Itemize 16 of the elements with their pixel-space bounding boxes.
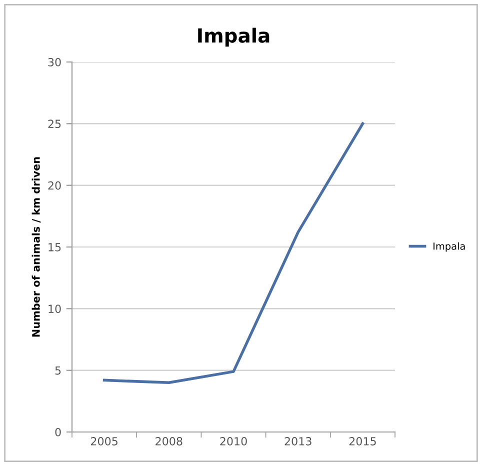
x-tick-label: 2013 <box>284 437 312 446</box>
y-axis-title: Number of animals / km driven <box>32 157 41 337</box>
chart-title: Impala <box>198 28 270 47</box>
y-tick-label: 25 <box>48 120 61 128</box>
y-tick-label: 15 <box>48 243 61 252</box>
x-tick-label: 2005 <box>90 437 118 446</box>
legend-label: Impala <box>434 242 465 252</box>
x-tick-label: 2008 <box>156 437 182 446</box>
y-tick-label: 0 <box>55 428 61 436</box>
x-tick-label: 2015 <box>349 437 376 446</box>
y-tick-label: 20 <box>48 181 61 190</box>
y-tick-label: 30 <box>48 58 61 66</box>
line-series <box>102 122 364 384</box>
y-tick-label: 5 <box>55 366 61 375</box>
y-tick-label: 10 <box>48 304 61 314</box>
x-tick-label: 2010 <box>220 437 247 446</box>
